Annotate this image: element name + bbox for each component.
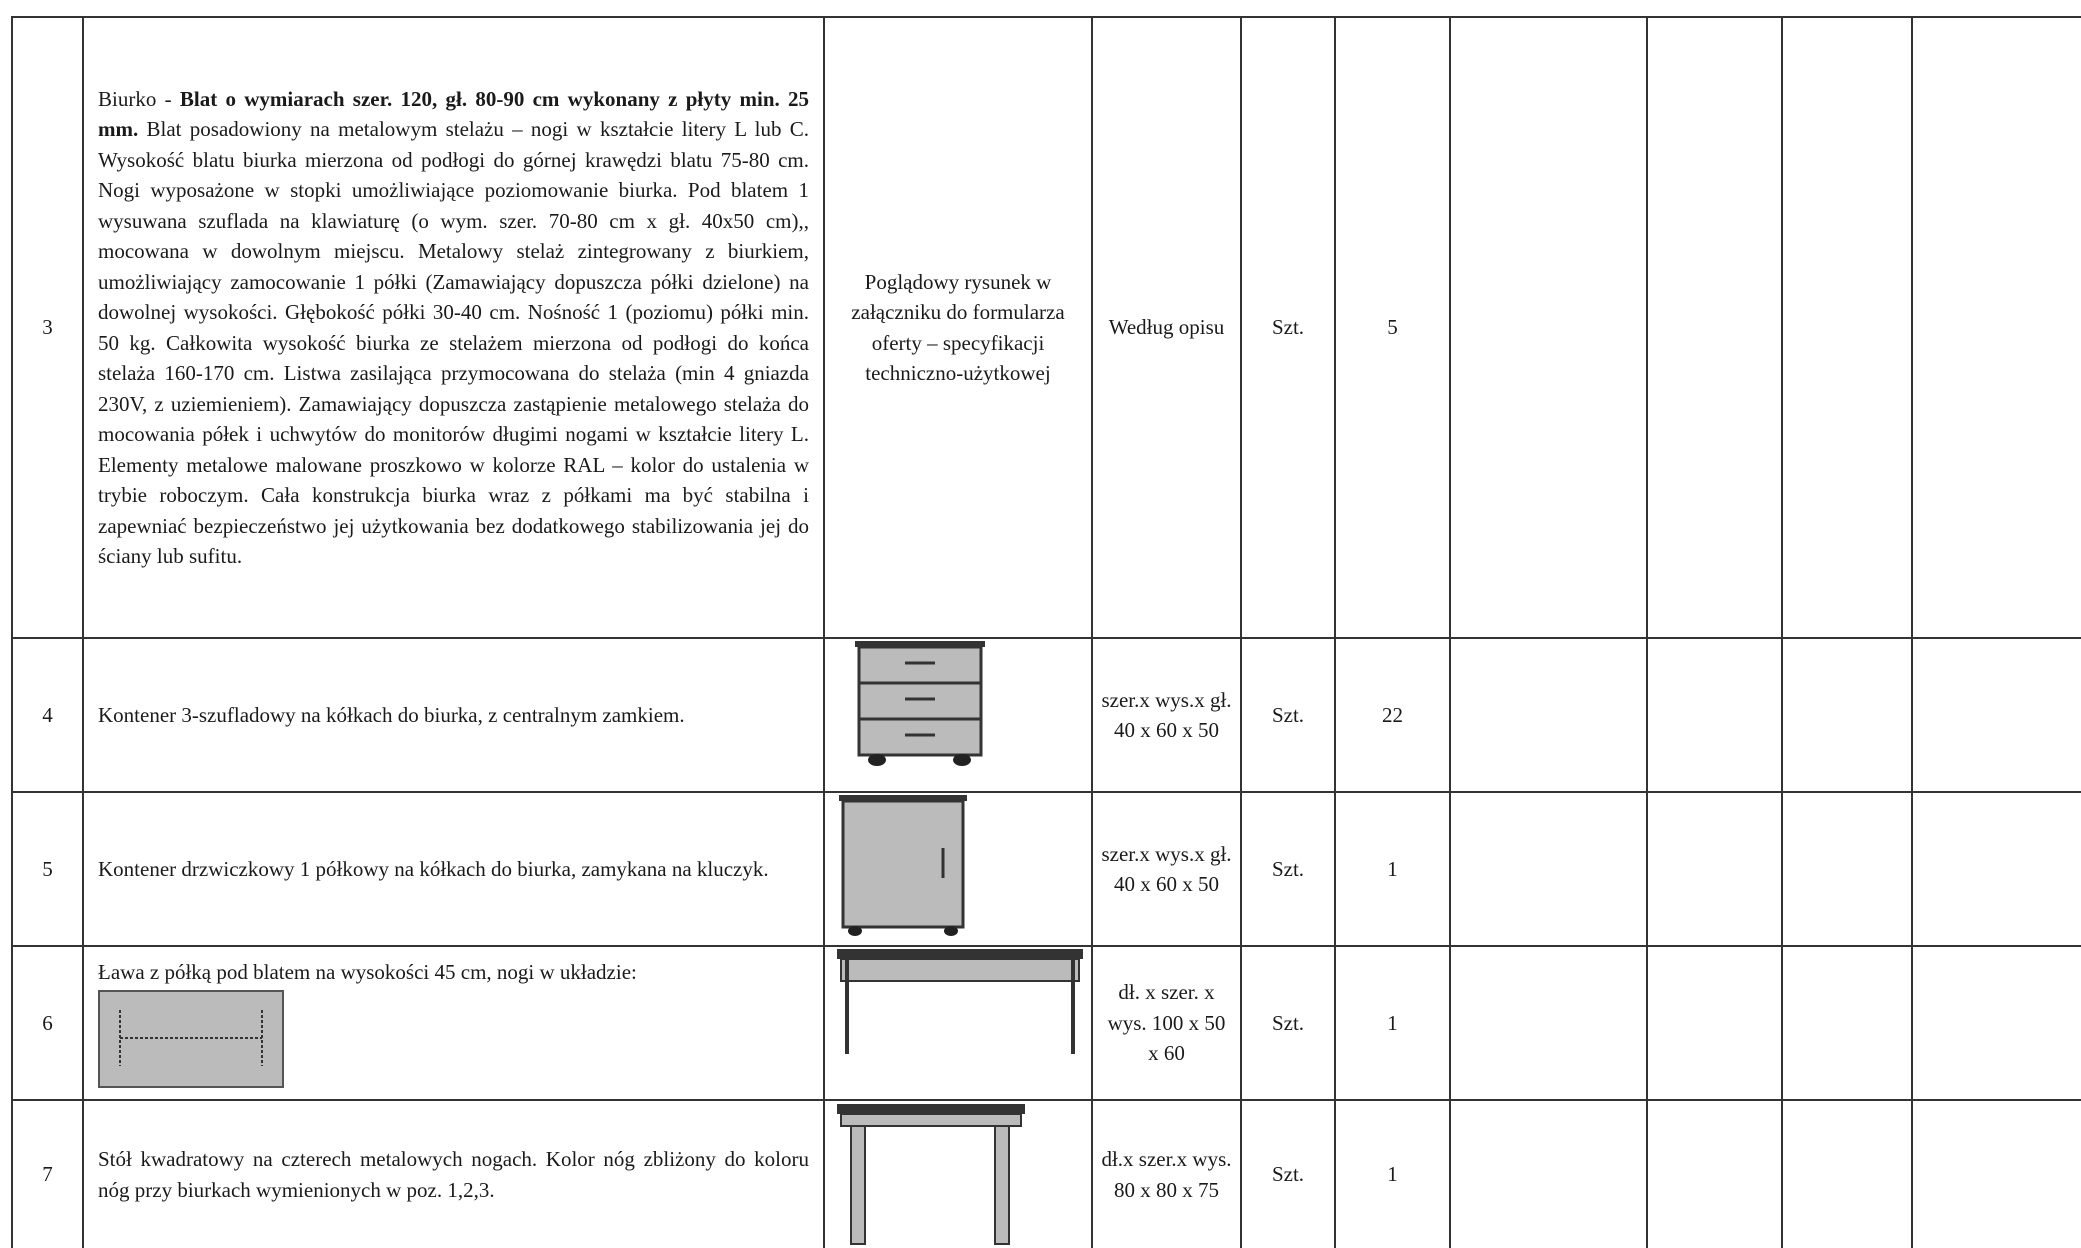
empty-cell — [1781, 791, 1913, 947]
empty-cell — [1911, 945, 2081, 1101]
text: Ława z półką pod blatem na wysokości 45 … — [98, 960, 637, 984]
pedestal-drawing — [855, 641, 985, 766]
bench-drawing — [837, 949, 1083, 1054]
row: 6 Ława z półką pod blatem na wysokości 4… — [11, 945, 2081, 1101]
quantity: 1 — [1334, 791, 1451, 947]
dimensions: dł.x szer.x wys. 80 x 80 x 75 — [1091, 1099, 1242, 1248]
drawing — [823, 791, 1093, 947]
row-number: 7 — [11, 1099, 84, 1248]
row: 7 Stół kwadratowy na czterech metalowych… — [11, 1099, 2081, 1248]
empty-cell — [1646, 637, 1783, 793]
empty-cell — [1781, 16, 1913, 639]
empty-cell — [1911, 637, 2081, 793]
drawing — [823, 945, 1093, 1101]
empty-cell — [1781, 637, 1913, 793]
description: Ława z półką pod blatem na wysokości 45 … — [82, 945, 825, 1101]
empty-cell — [1449, 637, 1648, 793]
empty-cell — [1911, 791, 2081, 947]
dimensions: dł. x szer. x wys. 100 x 50 x 60 — [1091, 945, 1242, 1101]
text: Biurko - — [98, 86, 180, 111]
description: Kontener 3-szufladowy na kółkach do biur… — [82, 637, 825, 793]
empty-cell — [1646, 945, 1783, 1101]
empty-cell — [1449, 945, 1648, 1101]
empty-cell — [1781, 945, 1913, 1101]
empty-cell — [1911, 16, 2081, 639]
unit: Szt. — [1240, 1099, 1336, 1248]
row-number: 4 — [11, 637, 84, 793]
spec-table: 3 Biurko - Blat o wymiarach szer. 120, g… — [11, 16, 2081, 1248]
quantity: 5 — [1334, 16, 1451, 639]
cabinet-drawing — [839, 795, 967, 936]
unit: Szt. — [1240, 637, 1336, 793]
quantity: 22 — [1334, 637, 1451, 793]
empty-cell — [1449, 1099, 1648, 1248]
row: 4 Kontener 3-szufladowy na kółkach do bi… — [11, 637, 2081, 793]
description: Kontener drzwiczkowy 1 półkowy na kółkac… — [82, 791, 825, 947]
dimensions: szer.x wys.x gł. 40 x 60 x 50 — [1091, 637, 1242, 793]
row: 3 Biurko - Blat o wymiarach szer. 120, g… — [11, 16, 2081, 639]
empty-cell — [1449, 791, 1648, 947]
empty-cell — [1646, 791, 1783, 947]
row-number: 5 — [11, 791, 84, 947]
row: 5 Kontener drzwiczkowy 1 półkowy na kółk… — [11, 791, 2081, 947]
quantity: 1 — [1334, 945, 1451, 1101]
quantity: 1 — [1334, 1099, 1451, 1248]
dimensions: szer.x wys.x gł. 40 x 60 x 50 — [1091, 791, 1242, 947]
bold-text: Blat o wymiarach szer. 120, gł. 80-90 cm… — [98, 86, 810, 142]
unit: Szt. — [1240, 16, 1336, 639]
unit: Szt. — [1240, 945, 1336, 1101]
drawing: Poglądowy rysunek w załączniku do formul… — [823, 16, 1093, 639]
dimensions: Według opisu — [1091, 16, 1242, 639]
table-drawing — [837, 1103, 1025, 1245]
empty-cell — [1911, 1099, 2081, 1248]
empty-cell — [1646, 16, 1783, 639]
empty-cell — [1449, 16, 1648, 639]
drawing — [823, 1099, 1093, 1248]
leg-layout-drawing — [98, 989, 284, 1088]
empty-cell — [1781, 1099, 1913, 1248]
description: Stół kwadratowy na czterech metalowych n… — [82, 1099, 825, 1248]
row-number: 6 — [11, 945, 84, 1101]
row-number: 3 — [11, 16, 84, 639]
description: Biurko - Blat o wymiarach szer. 120, gł.… — [82, 16, 825, 639]
empty-cell — [1646, 1099, 1783, 1248]
unit: Szt. — [1240, 791, 1336, 947]
text: Blat posadowiony na metalowym stelażu – … — [98, 117, 809, 568]
drawing — [823, 637, 1093, 793]
